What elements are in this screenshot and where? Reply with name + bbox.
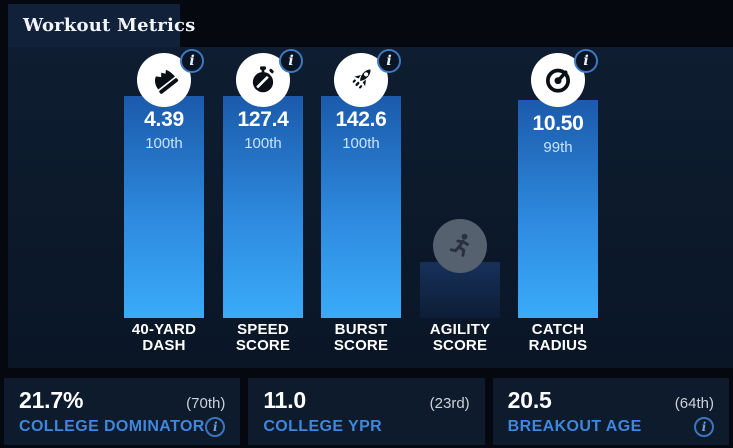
bar-burst-score: 142.6 100th (321, 96, 401, 318)
bar-catch-radius: 10.50 99th (518, 100, 598, 318)
panel-header: Workout Metrics (8, 4, 195, 47)
metric-value: 127.4 (237, 108, 289, 131)
metric-percentile: 100th (145, 135, 183, 152)
stat-percentile: (23rd) (429, 395, 470, 412)
card-college-dominator: 21.7% (70th) COLLEGE DOMINATOR i (4, 378, 241, 445)
metric-label: SPEED SCORE (235, 321, 291, 354)
stat-percentile: (70th) (186, 395, 226, 412)
bar-speed-score: 127.4 100th (223, 96, 303, 318)
info-icon[interactable]: i (180, 49, 204, 73)
info-icon[interactable]: i (279, 49, 303, 73)
runner-icon (433, 219, 487, 273)
metric-value: 4.39 (144, 108, 184, 131)
stat-value: 21.7% (19, 387, 84, 413)
bar-40-yard-dash: 4.39 100th (124, 96, 204, 318)
card-breakout-age: 20.5 (64th) BREAKOUT AGE i (492, 378, 729, 445)
stat-value: 20.5 (507, 387, 552, 413)
metric-label: 40-YARD DASH (131, 321, 197, 354)
info-icon[interactable]: i (377, 49, 401, 73)
metric-percentile: 100th (244, 135, 282, 152)
stat-value: 11.0 (263, 387, 307, 413)
metric-label: AGILITY SCORE (429, 321, 491, 354)
metric-value: 142.6 (335, 108, 387, 131)
metric-label: BURST SCORE (333, 321, 389, 354)
metric-value: 10.50 (532, 112, 584, 135)
metric-percentile: 100th (342, 135, 380, 152)
info-icon[interactable]: i (205, 417, 226, 437)
stat-label: BREAKOUT AGE (507, 418, 642, 435)
stat-label: COLLEGE DOMINATOR (19, 418, 205, 435)
metric-label: CATCH RADIUS (528, 321, 588, 354)
footer-stat-cards: 21.7% (70th) COLLEGE DOMINATOR i 11.0 (2… (0, 378, 733, 445)
card-college-ypr: 11.0 (23rd) COLLEGE YPR (248, 378, 485, 445)
metric-percentile: 99th (543, 139, 573, 156)
info-icon[interactable]: i (574, 49, 598, 73)
stat-label: COLLEGE YPR (263, 418, 383, 435)
stat-percentile: (64th) (674, 395, 714, 412)
info-icon[interactable]: i (693, 417, 714, 437)
panel-title: Workout Metrics (23, 15, 196, 36)
